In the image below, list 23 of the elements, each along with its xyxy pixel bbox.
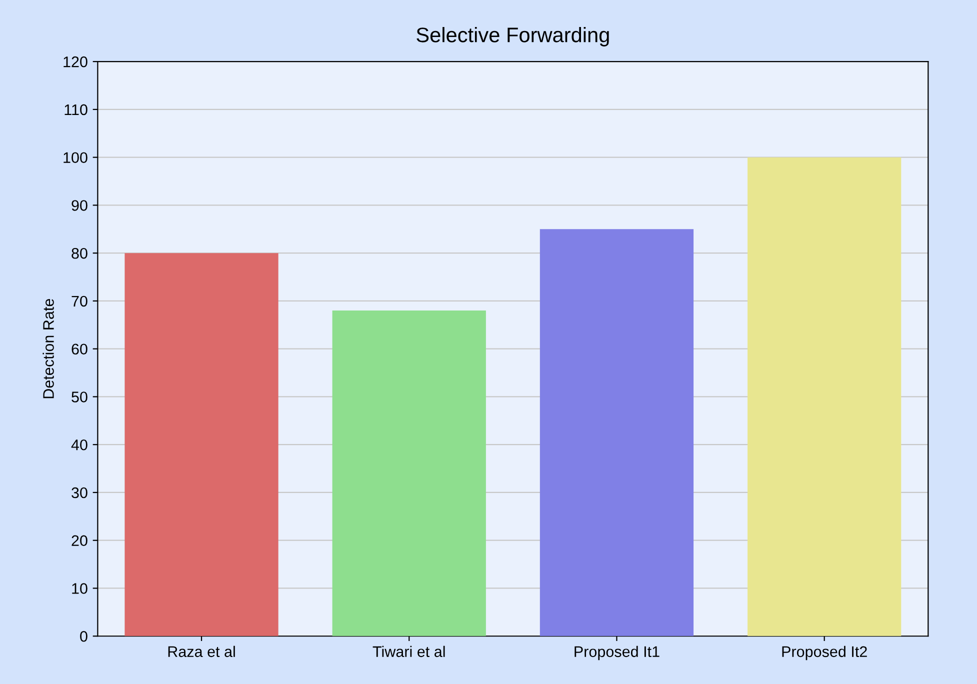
y-tick-label: 10 <box>72 583 88 594</box>
y-tick-label: 40 <box>71 439 88 450</box>
y-tick-label: 70 <box>72 296 88 307</box>
y-axis-title: Detection Rate <box>42 298 54 398</box>
bar <box>748 157 902 636</box>
y-tick-label: 30 <box>72 487 88 498</box>
y-tick-label: 110 <box>64 104 88 116</box>
y-tick-label: 20 <box>72 535 88 546</box>
y-tick-label: 60 <box>72 344 88 355</box>
bar <box>540 229 694 636</box>
chart-title: Selective Forwarding <box>416 27 609 46</box>
x-tick-label: Proposed It1 <box>574 646 660 660</box>
bar <box>332 310 486 636</box>
x-tick-label: Tiwari et al <box>372 646 445 658</box>
y-tick-label: 100 <box>64 152 88 164</box>
y-tick-label: 90 <box>72 200 88 211</box>
y-tick-label: 50 <box>72 392 88 402</box>
y-tick-label: 0 <box>80 630 88 642</box>
y-tick-label: 80 <box>72 248 88 259</box>
y-tick-label: 120 <box>64 56 88 68</box>
bar <box>124 253 278 636</box>
x-tick-label: Proposed It2 <box>782 646 867 660</box>
x-tick-label: Raza et al <box>168 646 235 658</box>
